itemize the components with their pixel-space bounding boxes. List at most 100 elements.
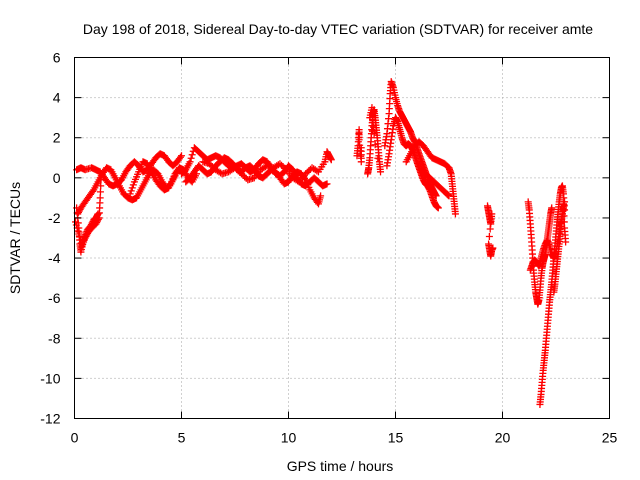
data-point — [327, 156, 335, 164]
data-point — [96, 188, 104, 196]
data-point — [207, 161, 215, 169]
data-point — [75, 208, 83, 216]
y-axis-label: SDTVAR / TECUs — [7, 182, 23, 294]
data-point — [368, 110, 376, 118]
y-tick-label: 0 — [53, 170, 61, 186]
x-tick-label: 0 — [71, 430, 79, 446]
data-point — [83, 231, 91, 239]
data-point — [237, 170, 245, 178]
data-point — [128, 184, 136, 192]
data-point — [276, 160, 284, 168]
data-point — [445, 192, 453, 200]
data-point — [303, 168, 311, 176]
data-point — [205, 160, 213, 168]
data-point — [173, 168, 181, 176]
data-point — [97, 182, 105, 190]
y-tick-label: 6 — [53, 50, 61, 66]
data-point — [305, 167, 313, 175]
data-point — [82, 232, 90, 240]
data-point — [488, 210, 496, 218]
y-tick-label: -6 — [48, 290, 61, 306]
y-tick-label: -10 — [40, 370, 60, 386]
data-point — [368, 104, 376, 112]
data-point — [374, 154, 382, 162]
data-point — [234, 167, 242, 175]
data-point — [76, 233, 84, 241]
data-point — [94, 217, 102, 225]
data-point — [485, 232, 493, 240]
data-point — [370, 123, 378, 131]
data-point — [302, 170, 310, 178]
data-point — [560, 212, 568, 220]
data-point — [96, 194, 104, 202]
data-point — [187, 154, 195, 162]
x-tick-label: 10 — [281, 430, 297, 446]
x-axis-label: GPS time / hours — [287, 458, 394, 474]
data-point — [278, 161, 286, 169]
data-point — [357, 144, 365, 152]
data-point — [279, 163, 287, 171]
data-point — [75, 230, 83, 238]
x-tick-label: 15 — [388, 430, 404, 446]
data-point — [94, 215, 102, 223]
data-point — [239, 171, 247, 179]
data-point — [74, 227, 82, 235]
data-point — [231, 164, 239, 172]
data-point — [323, 180, 331, 188]
data-point — [281, 164, 289, 172]
data-point — [127, 187, 135, 195]
data-points — [72, 78, 570, 408]
data-point — [236, 168, 244, 176]
data-point — [72, 218, 80, 226]
x-tick-label: 25 — [602, 430, 618, 446]
data-point — [97, 176, 105, 184]
data-point — [89, 187, 97, 195]
data-point — [434, 204, 442, 212]
chart-title: Day 198 of 2018, Sidereal Day-to-day VTE… — [83, 21, 593, 37]
data-point — [560, 218, 568, 226]
data-point — [294, 177, 302, 185]
y-tick-label: -4 — [48, 250, 61, 266]
data-point — [74, 210, 82, 218]
plot-frame — [74, 57, 610, 419]
data-point — [129, 181, 137, 189]
y-tick-label: -8 — [48, 330, 61, 346]
data-point — [487, 217, 495, 225]
y-tick-label: 2 — [53, 130, 61, 146]
data-point — [209, 163, 217, 171]
data-point — [97, 170, 105, 178]
data-point — [93, 218, 101, 226]
data-point — [313, 167, 321, 175]
data-point — [489, 244, 497, 252]
data-point — [92, 220, 100, 228]
data-point — [371, 141, 379, 149]
x-tick-label: 20 — [495, 430, 511, 446]
data-point — [176, 153, 184, 161]
data-point — [317, 192, 325, 200]
data-point — [186, 158, 194, 166]
data-point — [369, 117, 377, 125]
data-point — [377, 168, 385, 176]
data-point — [562, 238, 570, 246]
y-tick-label: 4 — [53, 90, 61, 106]
data-point — [233, 165, 241, 173]
x-tick-label: 5 — [178, 430, 186, 446]
axis-ticks — [74, 57, 610, 419]
data-point — [370, 130, 378, 138]
data-point — [75, 207, 83, 215]
y-tick-label: -12 — [40, 411, 60, 427]
data-point — [241, 173, 249, 181]
y-tick-label: -2 — [48, 210, 61, 226]
tick-labels: 0 5 10 15 20 25 -12 -10 -8 -6 -4 -2 0 2 4 6 — [40, 50, 617, 446]
data-point — [178, 152, 185, 160]
data-point — [188, 151, 196, 159]
data-point — [126, 190, 134, 198]
data-point — [81, 234, 89, 242]
data-point — [560, 206, 568, 214]
data-point — [559, 200, 567, 208]
data-point — [548, 204, 556, 212]
data-point — [451, 210, 459, 218]
data-point — [486, 225, 494, 233]
